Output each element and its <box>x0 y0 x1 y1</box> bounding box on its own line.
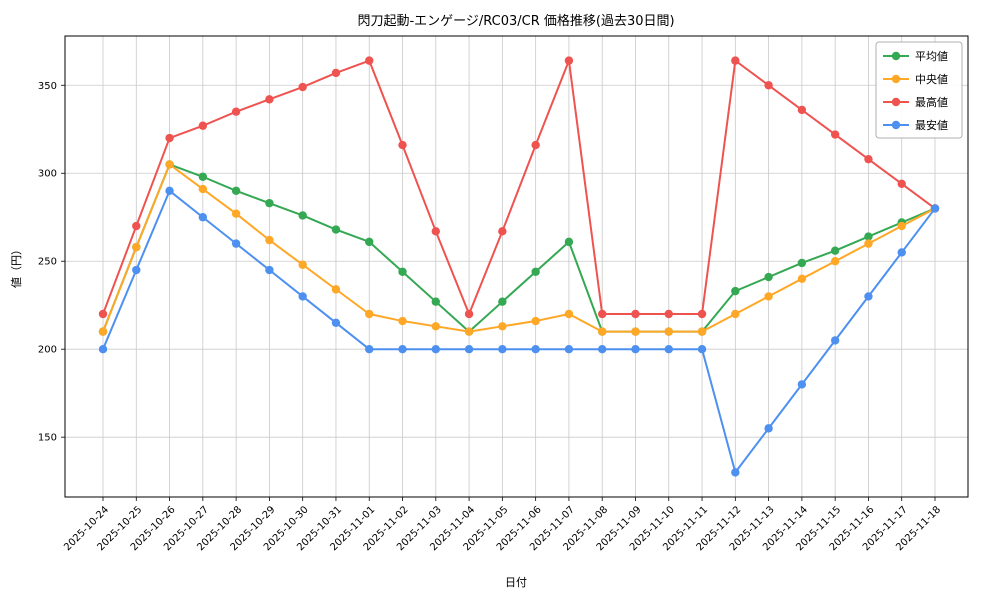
series-min-markers <box>98 186 940 477</box>
x-axis-ticks: 2025-10-242025-10-252025-10-262025-10-27… <box>62 497 943 553</box>
y-tick-label: 300 <box>38 169 57 180</box>
legend-item-average: 平均値 <box>883 50 948 63</box>
x-axis-label: 日付 <box>505 576 527 589</box>
y-axis-ticks: 150 200 250 300 350 <box>38 81 65 444</box>
grid <box>65 36 968 497</box>
series-median-markers <box>98 160 940 336</box>
series-average-line <box>102 163 936 333</box>
y-axis-label: 値（円） <box>10 244 23 288</box>
legend-item-median: 中央値 <box>883 73 948 86</box>
legend-item-min: 最安値 <box>883 118 948 132</box>
legend-item-label: 中央値 <box>915 73 948 86</box>
y-tick-label: 350 <box>38 81 57 92</box>
series-max-line <box>102 59 936 316</box>
legend-item-label: 最安値 <box>915 118 948 132</box>
series-min-line <box>102 189 936 474</box>
legend-item-label: 平均値 <box>915 50 948 63</box>
series-median-line <box>102 163 936 333</box>
legend-item-max: 最高値 <box>883 95 948 109</box>
chart-title: 閃刀起動-エンゲージ/RC03/CR 価格推移(過去30日間) <box>357 13 674 29</box>
plot-border <box>64 35 969 498</box>
legend-item-label: 最高値 <box>915 95 948 109</box>
y-tick-label: 200 <box>38 345 57 356</box>
y-tick-label: 250 <box>38 257 57 268</box>
y-tick-label: 150 <box>38 433 57 444</box>
